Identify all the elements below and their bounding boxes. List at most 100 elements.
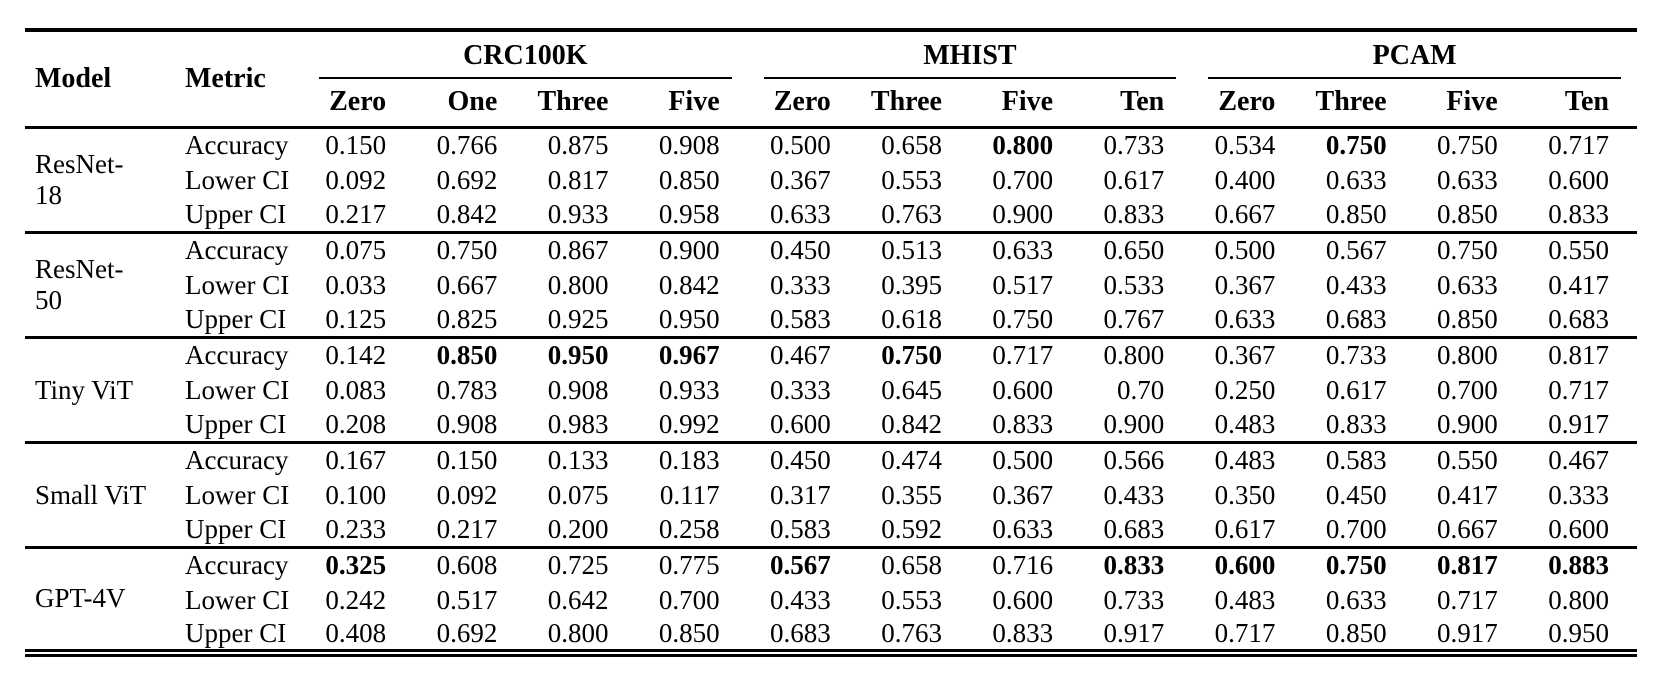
value-cell: 0.850 (658, 164, 720, 195)
value-cell: 0.800 (547, 269, 609, 300)
value-cell: 0.242 (325, 584, 387, 615)
value-cell: 0.217 (325, 198, 387, 229)
value-cell: 0.800 (1414, 336, 1526, 373)
value-cell: 0.683 (1325, 303, 1387, 334)
model-name: ResNet-18 (35, 149, 124, 210)
metric-label: Lower CI (185, 269, 290, 300)
value-cell: 0.150 (414, 441, 526, 478)
value-cell: 0.517 (436, 584, 498, 615)
value-cell: 0.833 (1325, 408, 1387, 439)
shot-header-row: Zero One Three Five Zero Three Five Ten … (25, 82, 1637, 129)
value-cell: 0.092 (436, 479, 498, 510)
value-cell: 0.725 (525, 546, 637, 583)
subcol-mhist-three: Three (858, 82, 970, 129)
value-cell: 0.958 (658, 198, 720, 229)
value-cell: 0.850 (1325, 617, 1387, 648)
value-cell: 0.092 (325, 164, 387, 195)
model-name: Tiny ViT (25, 336, 175, 443)
value-cell: 0.750 (1414, 231, 1526, 268)
value-cell: 0.250 (1214, 374, 1276, 405)
value-cell: 0.763 (881, 198, 942, 229)
value-cell: 0.645 (881, 374, 942, 405)
group-header-pcam: PCAM (1192, 30, 1637, 82)
value-cell: 0.633 (969, 231, 1082, 268)
group-label-pcam: PCAM (1208, 40, 1621, 79)
subcol-crc100k-zero: Zero (303, 82, 415, 129)
subcol-mhist-zero: Zero (747, 82, 859, 129)
value-cell: 0.633 (992, 513, 1054, 544)
metric-label: Upper CI (185, 513, 287, 544)
value-cell: 0.775 (636, 546, 748, 583)
value-cell: 0.658 (881, 130, 942, 161)
value-cell: 0.150 (325, 130, 387, 161)
value-cell: 0.083 (325, 374, 387, 405)
value-cell: 0.600 (1548, 513, 1609, 544)
value-cell: 0.333 (1548, 479, 1609, 510)
table-row: Lower CI 0.033 0.667 0.800 0.842 0.333 0.395 0.… (25, 268, 1637, 303)
value-cell: 0.183 (636, 441, 748, 478)
value-cell: 0.553 (881, 584, 942, 615)
metric-label: Upper CI (185, 198, 287, 229)
subcol-pcam-zero: Zero (1192, 82, 1304, 129)
value-cell: 0.716 (969, 546, 1082, 583)
value-cell: 0.450 (747, 441, 859, 478)
value-cell: 0.700 (1325, 513, 1387, 544)
value-cell: 0.258 (658, 513, 720, 544)
group-header-row: Model Metric CRC100K MHIST PCAM (25, 30, 1637, 129)
value-cell: 0.567 (1303, 231, 1415, 268)
metric-label: Lower CI (185, 164, 290, 195)
value-cell: 0.333 (770, 374, 831, 405)
value-cell: 0.208 (325, 408, 387, 439)
value-cell: 0.850 (1436, 303, 1498, 334)
value-cell: 0.550 (1525, 231, 1637, 268)
value-cell: 0.817 (547, 164, 609, 195)
value-cell: 0.683 (1103, 513, 1165, 544)
value-cell: 0.583 (770, 513, 831, 544)
value-cell: 0.750 (414, 231, 526, 268)
value-cell: 0.766 (436, 130, 498, 161)
value-cell: 0.992 (658, 408, 720, 439)
table-row: Upper CI 0.233 0.217 0.200 0.258 0.583 0.592 0.… (25, 513, 1637, 548)
value-cell: 0.850 (658, 617, 720, 648)
value-cell: 0.700 (992, 164, 1054, 195)
metric-label: Accuracy (175, 231, 303, 268)
metric-label: Accuracy (175, 336, 303, 373)
value-cell: 0.917 (1103, 617, 1165, 648)
value-cell: 0.500 (969, 441, 1082, 478)
subcol-crc100k-one: One (414, 82, 526, 129)
table-body: ResNet-18 Accuracy 0.150 0.766 0.875 0.908 0.5… (25, 128, 1637, 653)
value-cell: 0.633 (1436, 269, 1498, 300)
value-cell: 0.700 (1436, 374, 1498, 405)
value-cell: 0.075 (547, 479, 609, 510)
value-cell: 0.950 (1548, 617, 1609, 648)
value-cell: 0.700 (658, 584, 720, 615)
value-cell: 0.450 (1325, 479, 1387, 510)
value-cell: 0.217 (436, 513, 498, 544)
value-cell: 0.618 (881, 303, 942, 334)
subcol-mhist-ten: Ten (1081, 82, 1193, 129)
subcol-crc100k-three: Three (525, 82, 637, 129)
value-cell: 0.750 (1303, 546, 1415, 583)
value-cell: 0.717 (1436, 584, 1498, 615)
value-cell: 0.667 (1214, 198, 1276, 229)
value-cell: 0.833 (1081, 546, 1193, 583)
col-header-model: Model (25, 30, 175, 129)
value-cell: 0.900 (1436, 408, 1498, 439)
metric-label: Lower CI (185, 374, 290, 405)
value-cell: 0.817 (1525, 336, 1637, 373)
value-cell: 0.908 (547, 374, 609, 405)
value-cell: 0.800 (1548, 584, 1609, 615)
value-cell: 0.917 (1436, 617, 1498, 648)
value-cell: 0.474 (858, 441, 970, 478)
value-cell: 0.633 (1325, 584, 1387, 615)
value-cell: 0.883 (1525, 546, 1637, 583)
value-cell: 0.533 (1103, 269, 1165, 300)
model-name: GPT-4V (25, 546, 175, 653)
value-cell: 0.633 (1325, 164, 1387, 195)
value-cell: 0.633 (1436, 164, 1498, 195)
metric-label: Accuracy (175, 441, 303, 478)
value-cell: 0.513 (858, 231, 970, 268)
value-cell: 0.733 (1103, 130, 1165, 161)
value-cell: 0.717 (1548, 130, 1609, 161)
value-cell: 0.800 (547, 617, 609, 648)
